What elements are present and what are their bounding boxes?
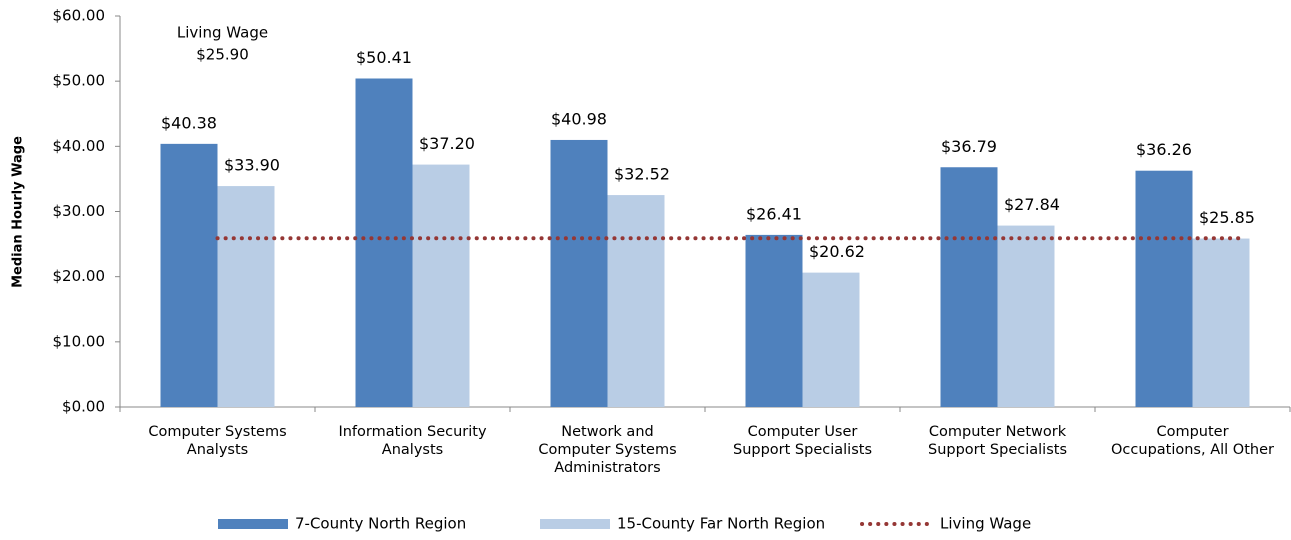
data-label: $25.85 xyxy=(1199,208,1255,227)
data-label: $50.41 xyxy=(356,48,412,67)
x-tick-label: Computer Systems Analysts xyxy=(148,424,287,458)
data-label: $20.62 xyxy=(809,242,865,261)
y-tick-label: $50.00 xyxy=(53,72,106,90)
data-label: $32.52 xyxy=(614,165,670,184)
bar xyxy=(607,195,665,407)
bar xyxy=(802,272,860,407)
legend-label: Living Wage xyxy=(940,515,1031,533)
y-tick-label: $0.00 xyxy=(62,398,105,416)
legend-swatch xyxy=(218,519,288,529)
bar xyxy=(940,167,998,407)
x-tick-label: Network and Computer Systems Administrat… xyxy=(538,424,677,476)
data-label: $33.90 xyxy=(224,156,280,175)
bar xyxy=(412,164,470,407)
y-tick-label: $40.00 xyxy=(53,137,106,155)
x-tick-label: Information Security Analysts xyxy=(338,424,487,458)
x-tick-label: Computer Network Support Specialists xyxy=(928,424,1067,458)
x-tick-label: Computer User Support Specialists xyxy=(733,424,872,458)
x-tick-label: Computer Occupations, All Other xyxy=(1111,424,1274,458)
bar xyxy=(160,143,218,407)
data-label: $27.84 xyxy=(1004,195,1060,214)
bar xyxy=(550,139,608,407)
annotation: Living Wage xyxy=(177,24,268,42)
y-tick-label: $60.00 xyxy=(53,7,106,25)
y-tick-label: $20.00 xyxy=(53,267,106,285)
annotation: $25.90 xyxy=(196,46,249,64)
bar xyxy=(217,186,275,407)
legend-label: 7-County North Region xyxy=(295,515,466,533)
data-label: $40.38 xyxy=(161,113,217,132)
bar xyxy=(745,234,803,407)
bar xyxy=(1135,170,1193,407)
bar xyxy=(997,225,1055,407)
bar xyxy=(1192,238,1250,407)
y-tick-label: $30.00 xyxy=(53,202,106,220)
legend-swatch xyxy=(540,519,610,529)
legend-label: 15-County Far North Region xyxy=(617,515,825,533)
y-tick-label: $10.00 xyxy=(53,332,106,350)
data-label: $36.79 xyxy=(941,137,997,156)
y-axis-label: Median Hourly Wage xyxy=(11,136,26,288)
bar xyxy=(355,78,413,407)
data-label: $37.20 xyxy=(419,134,475,153)
data-label: $40.98 xyxy=(551,109,607,128)
data-label: $26.41 xyxy=(746,204,802,223)
data-label: $36.26 xyxy=(1136,140,1192,159)
